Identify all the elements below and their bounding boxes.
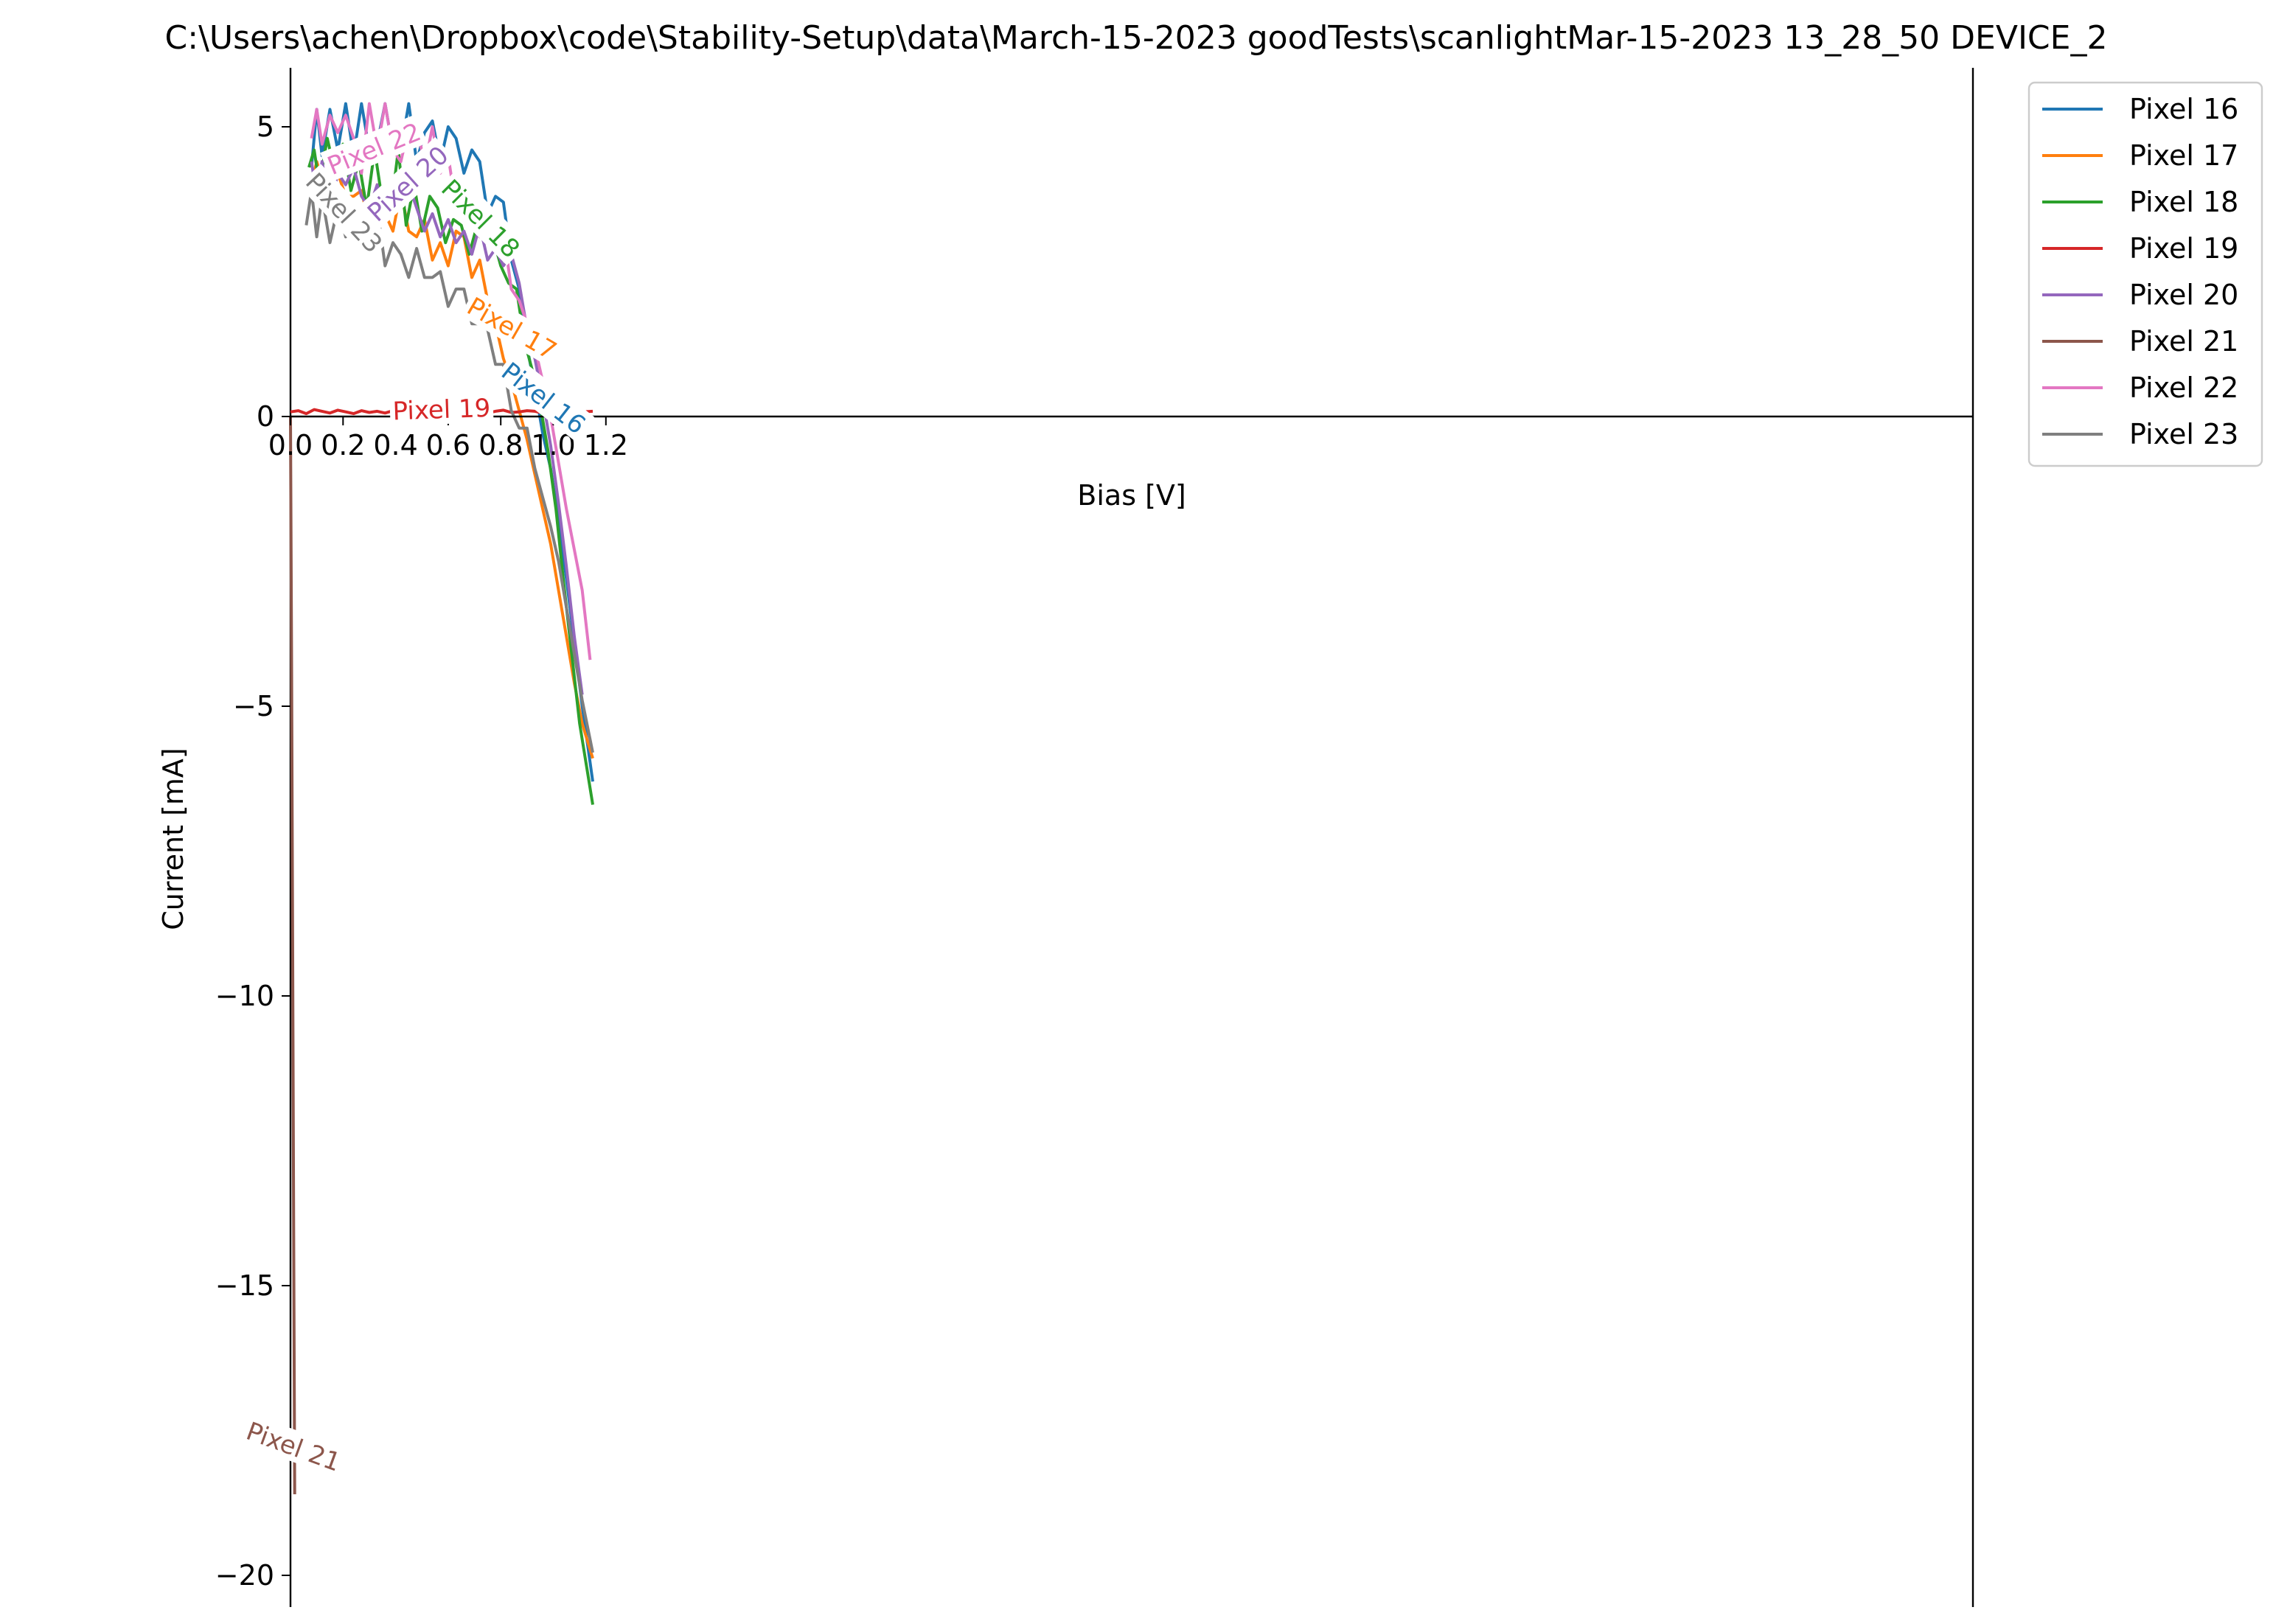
inline-label-background xyxy=(358,136,456,229)
inline-label: Pixel 17 xyxy=(462,292,561,366)
plot-area: 0.0 0.2 0.4 0.6 0.8 1.0 1.2 50−5−10−15−20 Pixe… xyxy=(215,68,1974,1607)
legend-label: Pixel 21 xyxy=(2129,325,2238,358)
legend-label: Pixel 19 xyxy=(2129,232,2238,265)
y-tick-label: −5 xyxy=(233,690,274,722)
series-layer xyxy=(289,102,594,1495)
y-axis: 5 0 −5 −10 −15 −20 xyxy=(215,111,290,1592)
legend-label: Pixel 18 xyxy=(2129,186,2238,218)
inline-label-background xyxy=(493,353,595,442)
y-tick-label: −15 xyxy=(215,1269,274,1302)
legend-label: Pixel 20 xyxy=(2129,279,2238,311)
x-tick-label: 0.6 xyxy=(426,429,470,461)
x-tick-label: 0.2 xyxy=(321,429,365,461)
x-axis-title: Bias [V] xyxy=(1077,479,1186,512)
y-tick-label: −20 xyxy=(215,1559,274,1592)
y-tick-label: −10 xyxy=(215,980,274,1012)
y-tick-label: 5 xyxy=(257,111,274,143)
legend: Pixel 16 Pixel 17 Pixel 18 Pixel 19 Pixel 20… xyxy=(2027,81,2263,467)
x-tick-label: 0.8 xyxy=(478,429,523,461)
legend-label: Pixel 17 xyxy=(2129,139,2238,172)
x-tick-label: 1.2 xyxy=(584,429,628,461)
x-tick-label: 0.4 xyxy=(373,429,417,461)
inline-label-background xyxy=(434,170,529,265)
y-tick-label: 0 xyxy=(257,400,274,433)
legend-label: Pixel 16 xyxy=(2129,93,2238,125)
inline-label-background xyxy=(389,391,494,426)
x-tick-label: 0.0 xyxy=(268,429,313,461)
y-axis-title: Current [mA] xyxy=(157,747,189,930)
inline-label-background xyxy=(459,288,565,367)
inline-label-background xyxy=(240,1413,348,1478)
series-line-pixel-17 xyxy=(310,160,594,759)
inline-label-background xyxy=(298,164,391,261)
legend-frame xyxy=(2027,81,2263,467)
inline-label-background xyxy=(320,114,428,182)
chart-title: C:\Users\achen\Dropbox\code\Stability-Se… xyxy=(165,19,2108,57)
legend-items: Pixel 16 Pixel 17 Pixel 18 Pixel 19 Pixel 20… xyxy=(2042,93,2238,450)
series-line-pixel-21 xyxy=(289,416,296,1495)
inline-label-group: Pixel 19 xyxy=(389,391,494,427)
legend-label: Pixel 22 xyxy=(2129,372,2238,404)
legend-label: Pixel 23 xyxy=(2129,418,2238,450)
inline-label: Pixel 19 xyxy=(392,394,491,427)
